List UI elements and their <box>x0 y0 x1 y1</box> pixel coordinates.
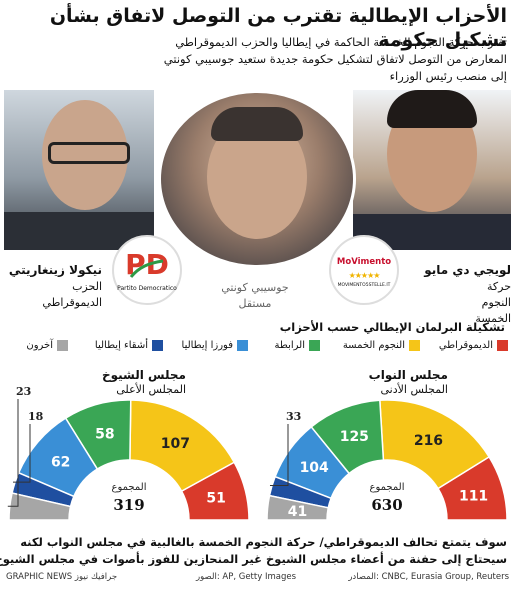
pd-logo-text: Partito Democratico <box>117 285 177 292</box>
m5s-stars-icon: ★★★★★ <box>348 271 381 280</box>
seat-value-label: 216 <box>414 433 443 449</box>
chamber-label: مجلس النواب المجلس الأدنى <box>358 368 448 397</box>
legend-swatch <box>237 340 248 351</box>
legend-item: النجوم الخمسة <box>343 340 420 351</box>
m5s-logo-url: MOVIMENTO5STELLE.IT <box>337 283 391 288</box>
legend-item: أشقاء إيطاليا <box>95 340 163 351</box>
footnote-line: سيحتاج إلى حفنة من أعضاء مجلس الشيوخ غير… <box>0 552 507 566</box>
di-maio-label: لويجي دي مايو حركة النجوم الخمسة <box>411 262 511 327</box>
chamber-hemicycle-chart: 111 216 125 104 33 41 المجموع 630 <box>266 399 508 521</box>
subtitle-line: تقترب حركة النجوم الخمسة الحاكمة في إيطا… <box>175 35 507 49</box>
legend-label: أشقاء إيطاليا <box>94 340 148 351</box>
legend-item: فورزا إيطاليا <box>182 340 248 351</box>
senate-hemicycle-chart: 51 107 58 62 18 23 المجموع 319 <box>7 385 250 521</box>
page-title: الأحزاب الإيطالية تقترب من التوصل لاتفاق… <box>49 5 507 51</box>
pd-logo-mark: PD <box>125 247 169 281</box>
subtitle-line: إلى منصب رئيس الوزراء <box>389 69 507 83</box>
zingaretti-party-line: الديموقراطي <box>42 296 102 309</box>
di-maio-party-line: حركة <box>486 280 511 293</box>
seat-value-label: 62 <box>51 454 70 470</box>
zingaretti-label: نيكولا زينغاريتي الحزب الديموقراطي <box>4 262 102 311</box>
chamber-title: مجلس النواب <box>368 368 448 382</box>
total-label: المجموع <box>112 482 147 493</box>
photo-credit: الصور: AP, Getty Images <box>196 572 297 582</box>
zingaretti-photo <box>4 90 154 250</box>
di-maio-party-line: الخمسة <box>475 312 511 325</box>
legend: الديموقراطي النجوم الخمسة الرابطة فورزا … <box>8 340 508 358</box>
graphic-news-credit: GRAPHIC NEWS جرافيك نيوز <box>6 572 118 582</box>
seat-value-label: 51 <box>206 491 225 507</box>
subtitle-line: المعارض من التوصل لاتفاق لتشكيل حكومة جد… <box>163 52 507 66</box>
legend-swatch <box>497 340 508 351</box>
seat-value-label: 58 <box>95 426 114 442</box>
legend-item: الرابطة <box>275 340 320 351</box>
legend-label: النجوم الخمسة <box>342 340 405 351</box>
m5s-logo-text: MoVimento <box>336 257 392 267</box>
chamber-subtitle: المجلس الأدنى <box>380 383 449 396</box>
legend-item: آخرون <box>26 340 68 351</box>
seat-value-label: 23 <box>16 385 31 398</box>
seat-value-label: 111 <box>459 488 488 504</box>
conte-party: مستقل <box>238 297 272 310</box>
seat-segment <box>8 492 72 521</box>
footnote: سوف يتمتع تحالف الديموقراطي/ حركة النجوم… <box>0 534 507 568</box>
seat-value-label: 18 <box>28 410 44 423</box>
legend-item: الديموقراطي <box>439 340 508 351</box>
conte-name: جوسيبي كونتي <box>221 281 289 294</box>
legend-swatch <box>57 340 68 351</box>
legend-swatch <box>309 340 320 351</box>
leader-line <box>7 399 19 507</box>
legend-label: آخرون <box>26 340 53 351</box>
conte-photo <box>158 90 356 268</box>
total-label: المجموع <box>370 482 405 493</box>
total-value: 630 <box>371 496 402 514</box>
pd-logo: PD Partito Democratico <box>112 235 182 305</box>
legend-swatch <box>409 340 420 351</box>
di-maio-photo <box>353 90 511 250</box>
seat-value-label: 104 <box>300 460 329 476</box>
seat-value-label: 33 <box>286 410 301 423</box>
zingaretti-name: نيكولا زينغاريتي <box>8 263 102 277</box>
legend-swatch <box>152 340 163 351</box>
leader-line <box>269 424 289 486</box>
seat-value-label: 107 <box>161 436 190 452</box>
sources: المصادر: CNBC, Eurasia Group, Reuters <box>348 572 509 582</box>
conte-label: جوسيبي كونتي مستقل <box>180 280 330 312</box>
di-maio-name: لويجي دي مايو <box>424 263 511 277</box>
footnote-line: سوف يتمتع تحالف الديموقراطي/ حركة النجوم… <box>20 535 507 549</box>
legend-label: الديموقراطي <box>438 340 493 351</box>
composition-title: تشكيلة البرلمان الإيطالي حسب الأحزاب <box>279 320 505 334</box>
senate-title: مجلس الشيوخ <box>101 368 186 382</box>
legend-label: فورزا إيطاليا <box>181 340 233 351</box>
subtitle: تقترب حركة النجوم الخمسة الحاكمة في إيطا… <box>147 34 507 85</box>
footer: المصادر: CNBC, Eurasia Group, Reuters ال… <box>6 570 509 586</box>
seat-segment <box>266 494 330 521</box>
photo-strip <box>0 90 515 268</box>
total-value: 319 <box>113 496 144 514</box>
leader-line <box>13 424 31 483</box>
di-maio-party-line: النجوم <box>481 296 511 309</box>
seat-value-label: 125 <box>340 429 369 445</box>
senate-subtitle: المجلس الأعلى <box>116 383 186 396</box>
zingaretti-party-line: الحزب <box>72 280 102 293</box>
legend-label: الرابطة <box>274 340 305 351</box>
m5s-logo: MoVimento ★★★★★ MOVIMENTO5STELLE.IT <box>329 235 399 305</box>
senate-label: مجلس الشيوخ المجلس الأعلى <box>96 368 186 397</box>
seat-value-label: 41 <box>288 504 307 520</box>
